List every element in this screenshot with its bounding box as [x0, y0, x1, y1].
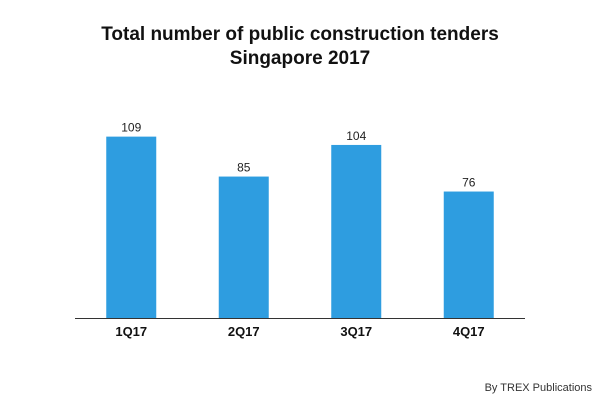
bar-value-label: 109 — [121, 121, 141, 135]
bars-group: 109 1Q17 85 2Q17 104 3Q17 76 4Q17 — [106, 121, 494, 339]
bar-4q17 — [443, 191, 494, 318]
bar-1q17 — [106, 136, 157, 318]
bar-2q17 — [218, 176, 269, 318]
bar-3q17 — [331, 144, 382, 318]
bar-value-label: 76 — [462, 176, 476, 190]
x-tick-label: 1Q17 — [115, 324, 147, 339]
x-tick-label: 2Q17 — [228, 324, 260, 339]
x-tick-label: 3Q17 — [340, 324, 372, 339]
bar-value-label: 85 — [237, 161, 251, 175]
chart-title-line-2: Singapore 2017 — [230, 48, 370, 69]
bar-value-label: 104 — [346, 129, 366, 143]
chart-title-line-1: Total number of public construction tend… — [101, 24, 499, 45]
credit-text: By TREX Publications — [484, 382, 592, 394]
x-tick-label: 4Q17 — [453, 324, 485, 339]
